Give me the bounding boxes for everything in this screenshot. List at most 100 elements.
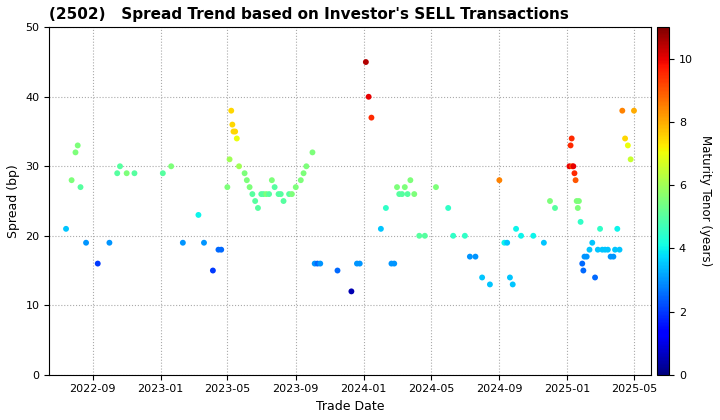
Point — [577, 267, 589, 274]
Point — [419, 232, 431, 239]
Point — [501, 239, 513, 246]
Point — [572, 205, 584, 211]
Point — [166, 163, 177, 170]
Point — [264, 191, 275, 197]
Point — [177, 239, 189, 246]
Point — [366, 114, 377, 121]
Point — [405, 177, 416, 184]
Point — [309, 260, 320, 267]
Point — [581, 253, 593, 260]
Point — [538, 239, 549, 246]
Point — [363, 93, 374, 100]
Y-axis label: Spread (bp): Spread (bp) — [7, 164, 20, 238]
Point — [494, 177, 505, 184]
Point — [605, 253, 616, 260]
Point — [198, 239, 210, 246]
Point — [402, 191, 413, 197]
Point — [564, 142, 576, 149]
Point — [528, 232, 539, 239]
Point — [592, 246, 603, 253]
Point — [70, 149, 81, 156]
Point — [589, 274, 600, 281]
Point — [193, 212, 204, 218]
Y-axis label: Maturity Tenor (years): Maturity Tenor (years) — [699, 135, 712, 267]
Point — [104, 239, 115, 246]
Point — [315, 260, 326, 267]
Point — [60, 226, 72, 232]
Point — [290, 184, 302, 191]
Point — [312, 260, 323, 267]
Point — [266, 177, 278, 184]
Point — [157, 170, 168, 176]
Point — [567, 163, 578, 170]
Point — [72, 142, 84, 149]
Point — [393, 191, 405, 197]
Point — [499, 239, 510, 246]
Point — [244, 184, 256, 191]
Point — [92, 260, 104, 267]
Point — [231, 135, 243, 142]
Point — [477, 274, 488, 281]
Point — [386, 260, 397, 267]
Point — [613, 246, 625, 253]
Point — [594, 226, 606, 232]
Point — [75, 184, 86, 191]
Point — [507, 281, 518, 288]
Point — [447, 232, 459, 239]
Point — [391, 184, 402, 191]
Point — [609, 246, 621, 253]
Point — [298, 170, 310, 176]
Point — [81, 239, 92, 246]
Point — [360, 59, 372, 66]
Point — [241, 177, 253, 184]
Point — [375, 226, 387, 232]
Point — [129, 170, 140, 176]
Point — [430, 184, 441, 191]
Point — [215, 246, 227, 253]
Point — [616, 108, 628, 114]
Point — [247, 191, 258, 197]
Point — [121, 170, 132, 176]
Point — [332, 267, 343, 274]
Text: (2502)   Spread Trend based on Investor's SELL Transactions: (2502) Spread Trend based on Investor's … — [50, 7, 570, 22]
Point — [256, 191, 267, 197]
Point — [66, 177, 77, 184]
Point — [273, 191, 284, 197]
Point — [611, 226, 623, 232]
Point — [608, 253, 619, 260]
Point — [346, 288, 357, 295]
Point — [252, 205, 264, 211]
Point — [573, 198, 585, 205]
Point — [571, 198, 582, 205]
Point — [228, 128, 239, 135]
X-axis label: Trade Date: Trade Date — [316, 400, 384, 413]
Point — [396, 191, 408, 197]
Point — [225, 108, 237, 114]
Point — [389, 260, 400, 267]
Point — [307, 149, 318, 156]
Point — [599, 246, 611, 253]
Point — [207, 267, 219, 274]
Point — [227, 121, 238, 128]
Point — [569, 170, 580, 176]
Point — [504, 274, 516, 281]
Point — [510, 226, 522, 232]
Point — [222, 184, 233, 191]
Point — [269, 184, 280, 191]
Point — [249, 198, 261, 205]
Point — [464, 253, 476, 260]
Point — [275, 191, 287, 197]
Point — [300, 163, 312, 170]
Point — [622, 142, 634, 149]
Point — [212, 246, 224, 253]
Point — [284, 191, 295, 197]
Point — [258, 191, 269, 197]
Point — [587, 239, 598, 246]
Point — [239, 170, 251, 176]
Point — [351, 260, 363, 267]
Point — [278, 198, 289, 205]
Point — [261, 191, 272, 197]
Point — [549, 205, 561, 211]
Point — [596, 246, 608, 253]
Point — [399, 184, 410, 191]
